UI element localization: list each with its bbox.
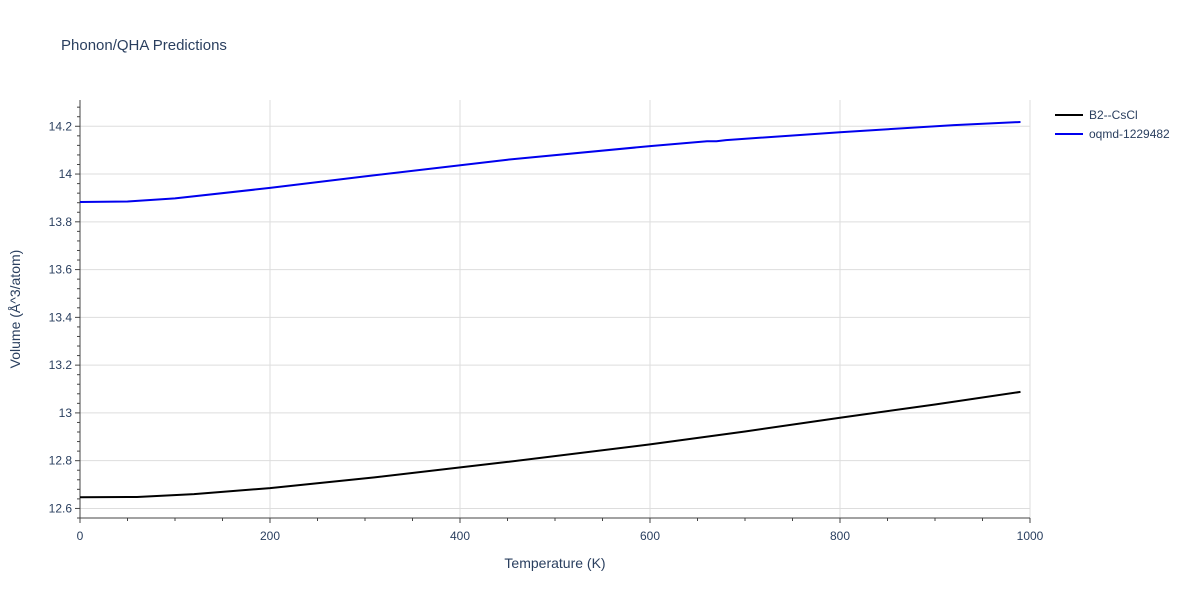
y-tick-label: 13.4 — [49, 310, 73, 324]
y-tick-label: 13.8 — [49, 215, 73, 229]
chart-title: Phonon/QHA Predictions — [61, 37, 227, 54]
x-tick-label: 800 — [830, 529, 850, 543]
y-tick-label: 13.6 — [49, 263, 73, 277]
grid — [80, 100, 1031, 518]
x-tick-label: 200 — [260, 529, 280, 543]
legend-item-label: oqmd-1229482 — [1089, 127, 1170, 141]
legend: B2--CsCl oqmd-1229482 — [1055, 108, 1170, 141]
y-tick-label: 14.2 — [49, 119, 73, 133]
y-tick-label: 14 — [59, 167, 73, 181]
y-axis-title: Volume (Å^3/atom) — [7, 250, 23, 369]
x-tick-label: 400 — [450, 529, 470, 543]
y-tick-label: 13 — [59, 406, 73, 420]
y-axis-ticks: 12.6 12.8 13 13.2 13.4 13.6 13.8 14 14.2 — [49, 106, 80, 519]
x-axis-title: Temperature (K) — [504, 555, 605, 571]
x-tick-label: 600 — [640, 529, 660, 543]
series-line-1 — [79, 121, 1021, 203]
y-tick-label: 12.6 — [49, 501, 73, 515]
y-tick-label: 13.2 — [49, 358, 73, 372]
x-tick-label: 1000 — [1017, 529, 1044, 543]
x-axis-ticks: 0 200 400 600 800 1000 — [77, 518, 1044, 543]
x-tick-label: 0 — [77, 529, 84, 543]
series-line-0 — [79, 390, 1021, 499]
legend-item-label: B2--CsCl — [1089, 108, 1138, 122]
y-tick-label: 12.8 — [49, 454, 73, 468]
series-lines — [79, 121, 1021, 499]
